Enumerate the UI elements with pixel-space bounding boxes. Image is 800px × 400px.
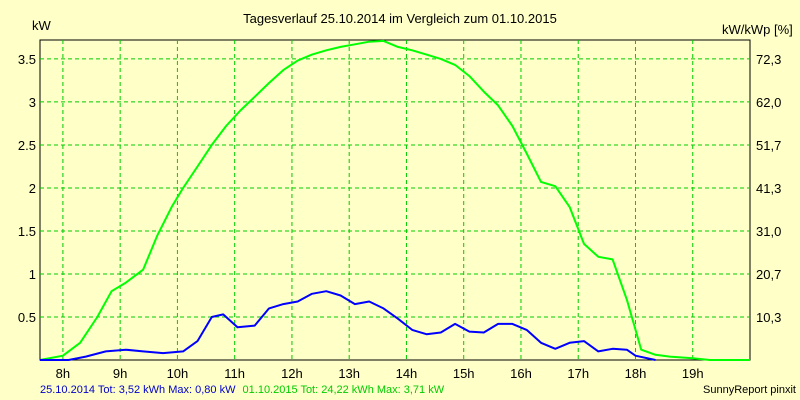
- y-tick-labels-right: 10,3 20,7 31,0 41,3 51,7 62,0 72,3: [756, 52, 781, 325]
- y-axis-label-left: kW: [32, 18, 52, 33]
- grid: [40, 40, 750, 360]
- y-tick-label: 3: [29, 95, 36, 110]
- x-tick-label: 14h: [396, 366, 418, 381]
- series2-summary: 01.10.2015 Tot: 24,22 kWh Max: 3,71 kW: [243, 384, 445, 396]
- x-tick-label: 10h: [167, 366, 189, 381]
- y2-tick-label: 51,7: [756, 138, 781, 153]
- y2-tick-label: 72,3: [756, 52, 781, 67]
- y2-tick-label: 41,3: [756, 181, 781, 196]
- y2-tick-label: 31,0: [756, 224, 781, 239]
- x-tick-label: 18h: [625, 366, 647, 381]
- x-tick-label: 15h: [453, 366, 475, 381]
- x-tick-label: 12h: [281, 366, 303, 381]
- y-tick-labels-left: 0.5 1 1.5 2 2.5 3 3.5: [18, 52, 36, 325]
- series-line-1: [40, 290, 656, 361]
- y-tick-label: 2.5: [18, 138, 36, 153]
- x-tick-label: 11h: [224, 366, 245, 381]
- y-tick-label: 2: [29, 181, 36, 196]
- y-tick-label: 1.5: [18, 224, 36, 239]
- y2-tick-label: 20,7: [756, 267, 781, 282]
- chart-title: Tagesverlauf 25.10.2014 im Vergleich zum…: [243, 11, 557, 26]
- plot-frame: [39, 39, 751, 361]
- y-axis-label-right: kW/kWp [%]: [722, 22, 793, 37]
- x-tick-label: 13h: [338, 366, 360, 381]
- x-tick-labels: 8h 9h 10h 11h 12h 13h 14h 15h 16h 17h 18h 19h: [56, 366, 704, 381]
- series-line-2: [39, 39, 750, 361]
- x-tick-label: 17h: [567, 366, 589, 381]
- series1-summary: 25.10.2014 Tot: 3,52 kWh Max: 0,80 kW: [40, 384, 236, 396]
- y-tick-label: 1: [29, 267, 36, 282]
- x-tick-label: 19h: [682, 366, 704, 381]
- x-tick-label: 16h: [510, 366, 532, 381]
- y-tick-label: 3.5: [18, 52, 36, 67]
- credit-label: SunnyReport pinxit: [703, 384, 796, 396]
- y2-tick-label: 62,0: [756, 95, 781, 110]
- footer-summary: 25.10.2014 Tot: 3,52 kWh Max: 0,80 kW 01…: [40, 384, 445, 396]
- x-tick-label: 9h: [113, 366, 127, 381]
- y2-tick-label: 10,3: [756, 310, 781, 325]
- series-lines: [39, 39, 750, 361]
- x-tick-label: 8h: [56, 366, 70, 381]
- y-tick-label: 0.5: [18, 310, 36, 325]
